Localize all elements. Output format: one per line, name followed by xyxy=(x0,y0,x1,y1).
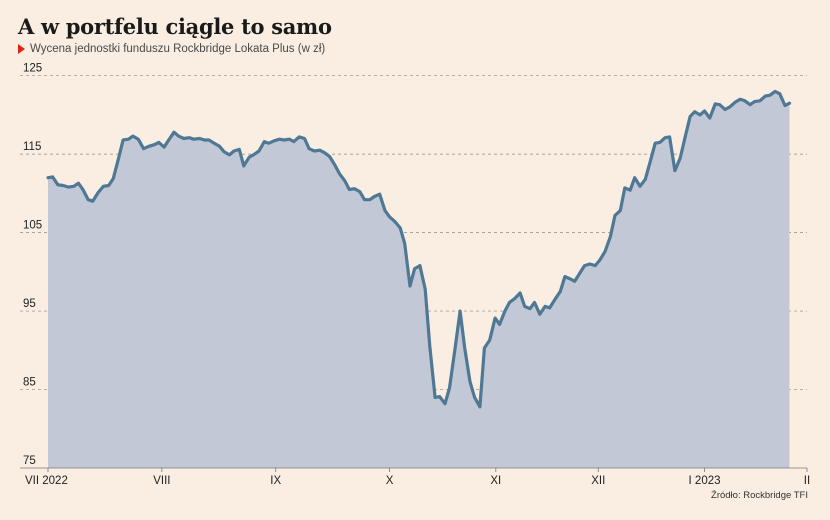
x-tick-label: II xyxy=(804,475,810,487)
x-tick-label: XI xyxy=(490,475,501,487)
y-tick-label: 115 xyxy=(23,141,41,153)
y-tick-label: 125 xyxy=(23,63,42,75)
x-tick-label: VIII xyxy=(153,475,170,487)
x-tick-label: VII 2022 xyxy=(25,475,68,487)
y-tick-label: 85 xyxy=(23,377,36,389)
series-line xyxy=(46,89,792,409)
y-tick-label: 105 xyxy=(23,220,42,232)
x-tick-label: I 2023 xyxy=(689,475,721,487)
y-tick-labels: 75 85 95 105 115 125 xyxy=(23,63,42,467)
y-tick-label: 95 xyxy=(23,298,36,310)
y-tick-label: 75 xyxy=(23,455,36,467)
x-tick-label: XII xyxy=(591,475,605,487)
x-tick-label: IX xyxy=(270,475,281,487)
subtitle-marker-icon xyxy=(18,44,25,54)
x-tick-labels: VII 2022 VIII IX X XI XII I 2023 II xyxy=(25,468,810,487)
chart-subtitle: Wycena jednostki funduszu Rockbridge Lok… xyxy=(18,43,325,55)
subtitle-text: Wycena jednostki funduszu Rockbridge Lok… xyxy=(30,43,326,55)
area-fill xyxy=(48,91,790,469)
chart-title: A w portfelu ciągle to samo xyxy=(18,14,332,39)
source-note: Źródło: Rockbridge TFI xyxy=(711,490,808,501)
x-tick-label: X xyxy=(386,475,394,487)
